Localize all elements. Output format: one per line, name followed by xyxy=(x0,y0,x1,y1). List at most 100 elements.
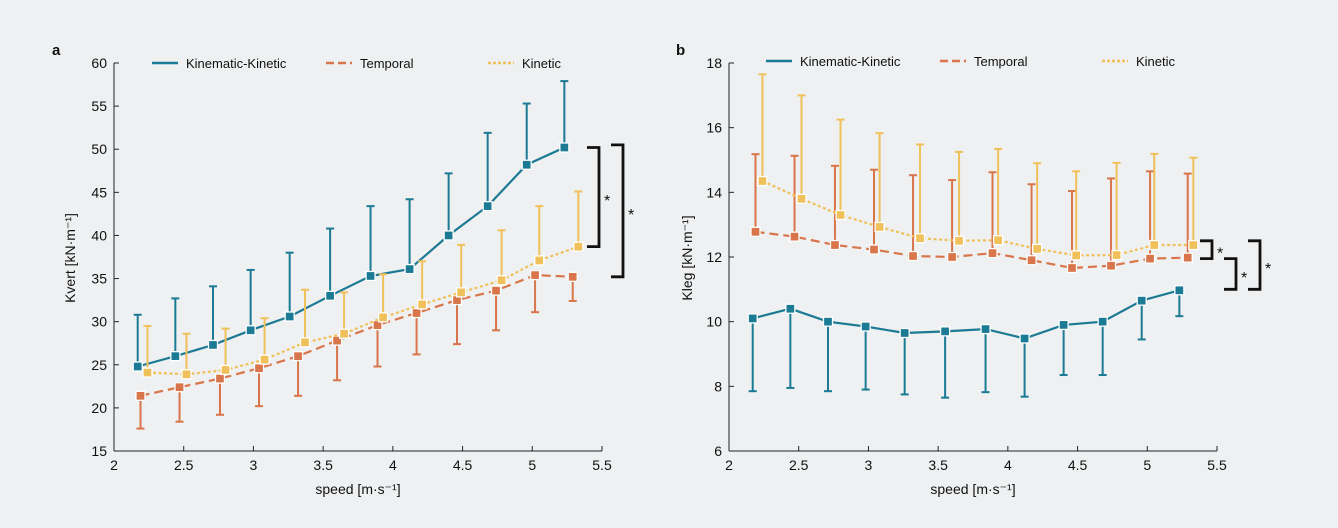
y-tick-label: 14 xyxy=(706,184,722,200)
series-line xyxy=(755,230,1188,270)
data-point xyxy=(1031,243,1043,255)
x-tick-label: 5.5 xyxy=(1207,457,1227,473)
y-tick-label: 16 xyxy=(706,120,722,136)
data-point xyxy=(1066,262,1078,274)
data-point xyxy=(174,382,185,393)
data-point xyxy=(796,193,807,204)
data-point xyxy=(860,321,871,332)
data-point xyxy=(835,209,846,221)
data-point xyxy=(1019,333,1030,344)
data-point xyxy=(1097,316,1108,327)
legend-entry: Kinetic xyxy=(1136,54,1176,69)
legend-entry: Kinematic-Kinetic xyxy=(800,54,901,69)
panel-a-plot: 2 2.5 3 3.5 4 4.5 5 5.5 15 20 25 30 35 40 45 50 55 60 * * xyxy=(91,55,634,473)
data-point xyxy=(1058,319,1069,331)
y-tick-label: 12 xyxy=(706,249,722,265)
data-point xyxy=(284,311,295,322)
data-point xyxy=(253,363,265,374)
y-tick-label: 6 xyxy=(714,443,722,459)
data-point xyxy=(939,326,951,337)
data-point xyxy=(907,250,919,262)
series-kinematic-kinetic xyxy=(132,80,570,372)
series-kinetic xyxy=(142,190,584,380)
significance-star: * xyxy=(1217,246,1223,263)
data-point xyxy=(1144,253,1156,264)
y-tick-label: 30 xyxy=(91,314,107,330)
data-point xyxy=(980,323,991,335)
panel-a-y-axis-label: Kvert [kN·m⁻¹] xyxy=(62,213,78,303)
series-line xyxy=(147,245,579,376)
x-tick-label: 2.5 xyxy=(789,457,809,473)
panel-b-y-axis-label: Kleg [kN·m⁻¹] xyxy=(679,215,695,300)
data-point xyxy=(170,351,181,362)
y-tick-label: 60 xyxy=(91,55,107,71)
data-point xyxy=(899,327,910,339)
data-point xyxy=(1188,239,1199,251)
x-tick-label: 2.5 xyxy=(174,457,194,473)
x-tick-label: 5 xyxy=(528,457,536,473)
data-point xyxy=(365,270,376,282)
panel-b-letter: b xyxy=(676,42,685,59)
data-point xyxy=(338,328,350,339)
data-point xyxy=(1026,255,1037,266)
data-point xyxy=(214,373,226,384)
data-point xyxy=(529,269,541,281)
y-tick-label: 20 xyxy=(91,400,107,416)
y-tick-label: 45 xyxy=(91,184,107,200)
data-point xyxy=(868,244,880,255)
data-point xyxy=(521,159,532,170)
significance-star: * xyxy=(604,193,610,210)
data-point xyxy=(220,364,231,376)
panel-b-plot: 2 2.5 3 3.5 4 4.5 5 5.5 6 8 10 12 14 16 18 * * * xyxy=(706,55,1271,473)
data-point xyxy=(181,369,192,380)
series-kinetic xyxy=(757,73,1199,261)
panel-a-x-axis-label: speed [m·s⁻¹] xyxy=(315,481,400,497)
data-point xyxy=(874,221,885,233)
data-point xyxy=(750,226,761,237)
series-temporal xyxy=(135,269,578,430)
series-line xyxy=(140,273,573,397)
series-line xyxy=(762,179,1194,257)
x-tick-label: 5 xyxy=(1143,457,1151,473)
data-point xyxy=(559,142,570,153)
data-point xyxy=(482,200,493,212)
significance-bracket xyxy=(1200,239,1214,261)
y-tick-label: 55 xyxy=(91,98,107,114)
data-point xyxy=(567,271,578,282)
data-point xyxy=(324,290,336,301)
x-tick-label: 4.5 xyxy=(453,457,473,473)
panel-a-letter: a xyxy=(52,42,61,59)
significance-bracket xyxy=(611,143,625,279)
data-point xyxy=(1149,239,1160,251)
legend-entry: Temporal xyxy=(974,54,1028,69)
data-point xyxy=(914,233,926,244)
panel-b: b Kinematic-Kinetic Temporal Kinetic 2 2.5 3… xyxy=(676,42,1271,497)
data-point xyxy=(953,235,965,246)
data-point xyxy=(1174,285,1185,296)
series-line xyxy=(137,146,565,368)
data-point xyxy=(992,235,1004,246)
data-point xyxy=(1111,249,1122,261)
data-point xyxy=(490,285,502,296)
series-temporal xyxy=(750,153,1193,274)
data-point xyxy=(132,361,143,372)
data-point xyxy=(443,230,454,241)
x-tick-label: 3 xyxy=(865,457,873,473)
y-tick-label: 15 xyxy=(91,443,107,459)
data-point xyxy=(1071,250,1082,261)
y-tick-label: 25 xyxy=(91,357,107,373)
data-point xyxy=(987,247,998,259)
x-tick-label: 3.5 xyxy=(313,457,333,473)
significance-bracket xyxy=(1248,239,1262,291)
data-point xyxy=(292,351,304,362)
significance-star: * xyxy=(1265,261,1271,278)
data-point xyxy=(135,390,146,401)
data-point xyxy=(534,255,545,266)
data-point xyxy=(757,175,768,187)
y-tick-label: 18 xyxy=(706,55,722,71)
data-point xyxy=(416,299,428,310)
panel-a: a Kinematic-Kinetic Temporal Kinetic 2 2.5 3… xyxy=(52,42,634,497)
y-tick-label: 8 xyxy=(714,378,722,394)
data-point xyxy=(259,354,270,365)
